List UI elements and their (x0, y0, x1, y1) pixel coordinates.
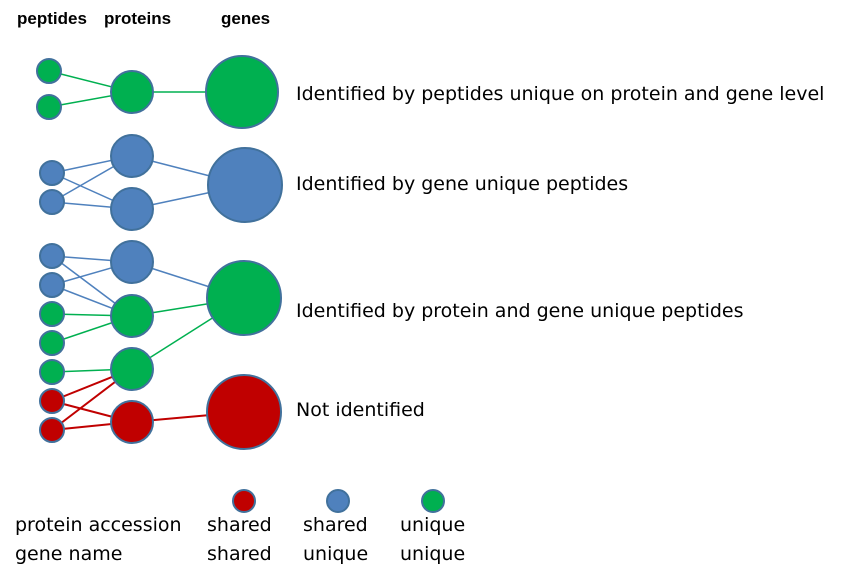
gene-node-4 (206, 374, 282, 450)
protein-node-2 (110, 134, 154, 178)
protein-node-4 (110, 240, 154, 284)
gene-node-2 (207, 147, 283, 223)
gene-node-3 (206, 260, 282, 336)
peptide-node-7 (39, 301, 65, 327)
legend-col2-gene: unique (303, 543, 368, 565)
peptide-node-6 (39, 272, 65, 298)
legend-swatch-shared-shared (232, 489, 256, 513)
protein-node-5 (110, 294, 154, 338)
protein-node-7 (110, 400, 154, 444)
legend-col1-gene: shared (207, 543, 272, 565)
nodes (36, 55, 283, 450)
header-peptides: peptides (17, 9, 87, 28)
group-4-description: Not identified (296, 399, 425, 421)
peptide-node-10 (39, 388, 65, 414)
legend-col2-protein: shared (303, 514, 368, 536)
legend: protein accession gene name shared share… (15, 489, 465, 565)
header-proteins: proteins (104, 9, 171, 28)
protein-node-1 (110, 70, 154, 114)
peptide-node-8 (39, 330, 65, 356)
header-genes: genes (221, 9, 270, 28)
peptide-node-11 (39, 417, 65, 443)
peptide-node-2 (36, 94, 62, 120)
legend-swatch-shared-unique (326, 489, 350, 513)
gene-node-1 (205, 55, 279, 129)
group-3-description: Identified by protein and gene unique pe… (296, 300, 744, 322)
protein-node-3 (110, 187, 154, 231)
legend-swatch-unique-unique (421, 489, 445, 513)
peptide-node-5 (39, 243, 65, 269)
peptide-node-4 (39, 189, 65, 215)
legend-col1-protein: shared (207, 514, 272, 536)
legend-row-protein-accession: protein accession (15, 514, 182, 536)
peptide-node-9 (39, 359, 65, 385)
protein-node-6 (110, 347, 154, 391)
group-2-description: Identified by gene unique peptides (296, 173, 628, 195)
peptide-node-3 (39, 160, 65, 186)
legend-col3-protein: unique (400, 514, 465, 536)
legend-row-gene-name: gene name (15, 543, 122, 565)
group-1-description: Identified by peptides unique on protein… (296, 83, 824, 105)
peptide-node-1 (36, 58, 62, 84)
legend-col3-gene: unique (400, 543, 465, 565)
